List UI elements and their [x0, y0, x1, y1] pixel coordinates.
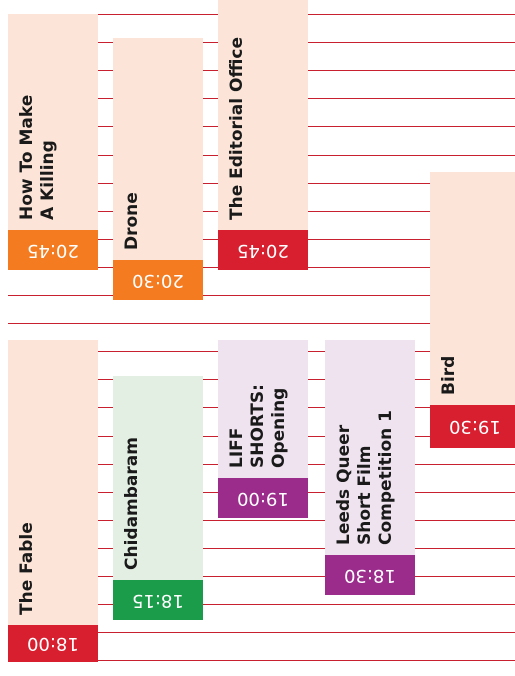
- event-title: Drone: [113, 38, 203, 260]
- time-text: 18:00: [27, 633, 79, 654]
- grid-rule: [8, 323, 515, 324]
- event-title: How To Make A Killing: [8, 14, 98, 230]
- event-title: The Fable: [8, 340, 98, 625]
- event-body: [113, 38, 203, 260]
- event-title: Leeds Queer Short Film Competition 1: [325, 340, 415, 555]
- event-card[interactable]: LIFF SHORTS: Opening 19:00: [218, 340, 308, 518]
- grid-rule: [8, 576, 515, 577]
- title-line: Leeds Queer: [334, 424, 354, 545]
- time-text: 19:00: [237, 487, 289, 509]
- event-body: [218, 340, 308, 478]
- event-body: [325, 340, 415, 555]
- event-card[interactable]: Drone 20:30: [113, 38, 203, 300]
- event-time: 20:45: [218, 230, 308, 270]
- event-body: [113, 376, 203, 580]
- event-title: The Editorial Office: [218, 0, 308, 230]
- time-text: 18:30: [344, 564, 396, 586]
- event-time: 19:30: [430, 405, 515, 448]
- grid-rule: [8, 632, 515, 633]
- event-body: [8, 340, 98, 625]
- title-line: Chidambaram: [122, 437, 142, 570]
- grid-rule: [8, 548, 515, 549]
- event-card[interactable]: Chidambaram 18:15: [113, 376, 203, 620]
- event-card[interactable]: Leeds Queer Short Film Competition 1 18:30: [325, 340, 415, 595]
- time-text: 19:30: [449, 416, 501, 437]
- event-card[interactable]: How To Make A Killing 20:45: [8, 14, 98, 270]
- title-line: LIFF: [227, 427, 247, 468]
- title-line: Competition 1: [376, 409, 396, 545]
- event-time: 18:30: [325, 555, 415, 595]
- event-card[interactable]: The Editorial Office 20:45: [218, 0, 308, 270]
- grid-rule: [8, 520, 515, 521]
- time-text: 18:15: [132, 589, 184, 611]
- event-time: 18:15: [113, 580, 203, 620]
- title-line: Short Film: [355, 445, 375, 545]
- event-body: [430, 172, 515, 405]
- title-line: The Fable: [17, 522, 37, 615]
- title-line: SHORTS:: [248, 384, 268, 468]
- title-line: How To Make: [17, 94, 37, 220]
- event-body: [8, 14, 98, 230]
- event-time: 19:00: [218, 478, 308, 518]
- grid-rule: [8, 604, 515, 605]
- grid-rule: [8, 660, 515, 661]
- event-time: 20:45: [8, 230, 98, 270]
- event-card[interactable]: The Fable 18:00: [8, 340, 98, 662]
- event-time: 18:00: [8, 625, 98, 662]
- event-card[interactable]: Bird 19:30: [430, 172, 515, 448]
- event-body: [218, 0, 308, 230]
- time-text: 20:45: [237, 239, 289, 261]
- event-title: Chidambaram: [113, 376, 203, 580]
- time-text: 20:45: [27, 239, 79, 261]
- title-line: A Killing: [38, 140, 58, 220]
- event-title: Bird: [430, 172, 515, 405]
- time-text: 20:30: [132, 269, 184, 291]
- title-line: Opening: [269, 387, 289, 468]
- grid-rule: [8, 295, 515, 296]
- title-line: Bird: [439, 355, 459, 395]
- event-time: 20:30: [113, 260, 203, 300]
- title-line: The Editorial Office: [227, 36, 247, 220]
- event-title: LIFF SHORTS: Opening: [218, 340, 308, 478]
- title-line: Drone: [122, 192, 142, 250]
